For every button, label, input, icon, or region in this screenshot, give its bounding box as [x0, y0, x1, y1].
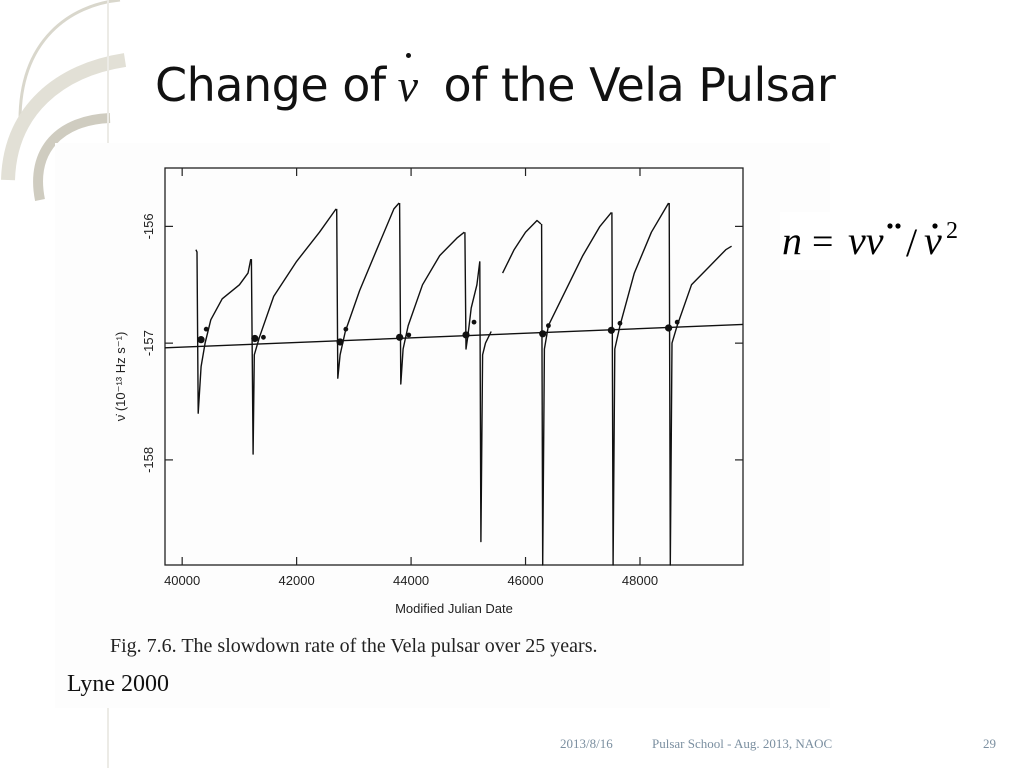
x-tick-label: 44000: [393, 573, 429, 588]
scanned-figure: 40000 42000 44000 46000 48000 -156 -157 -158 Mod…: [55, 143, 830, 708]
data-point: [197, 336, 205, 344]
title-prefix: Change of: [155, 58, 386, 112]
footer-event: Pulsar School - Aug. 2013, NAOC: [652, 736, 833, 751]
svg-text:2: 2: [946, 218, 958, 244]
glitch-recovery-curve: [195, 249, 252, 414]
y-tick-label: -156: [141, 213, 156, 239]
data-point: [251, 334, 259, 343]
data-point: [406, 332, 412, 338]
svg-text:ν: ν: [924, 218, 942, 263]
x-tick-label: 42000: [279, 573, 315, 588]
data-point: [336, 338, 344, 346]
data-point: [617, 320, 623, 326]
data-point: [203, 326, 209, 332]
data-point: [396, 333, 404, 341]
nu-dot-symbol: ν: [397, 53, 418, 111]
footer-page-number: 29: [983, 736, 996, 751]
data-point: [343, 326, 349, 332]
title-suffix: of the Vela Pulsar: [443, 58, 836, 112]
data-point: [462, 331, 470, 339]
y-tick-label: -157: [141, 330, 156, 356]
plot-frame: [164, 167, 744, 566]
glitch-recovery-curve: [479, 261, 492, 543]
svg-text:/: /: [906, 220, 918, 265]
slide-title: Change of ν of the Vela Pulsar: [155, 53, 836, 128]
glitch-recovery-curve: [501, 219, 542, 274]
x-tick-label: 40000: [164, 573, 200, 588]
vela-spindown-chart: 40000 42000 44000 46000 48000 -156 -157 -158 Mod…: [113, 167, 744, 616]
data-point: [539, 330, 547, 338]
figure-caption: Fig. 7.6. The slowdown rate of the Vela …: [110, 635, 598, 657]
glitch-recovery-curve: [250, 208, 337, 455]
glitch-recovery-curve: [540, 211, 612, 566]
glitch-recovery-curve: [668, 202, 732, 566]
data-point: [607, 326, 615, 334]
trend-line: [164, 323, 744, 349]
glitch-recovery-curve: [336, 202, 400, 379]
data-point: [665, 324, 673, 332]
y-axis-label: ν̇ (10⁻¹³ Hz s⁻¹): [113, 332, 128, 422]
x-tick-label: 46000: [507, 573, 543, 588]
data-point: [546, 323, 551, 329]
x-tick-label: 48000: [622, 573, 658, 588]
x-axis-label: Modified Julian Date: [395, 601, 513, 616]
glitch-recovery-curve: [611, 202, 670, 566]
data-point: [261, 334, 266, 340]
footer-date: 2013/8/16: [560, 736, 613, 751]
glitch-recovery-curve: [398, 202, 465, 385]
svg-text:νν: νν: [848, 218, 884, 263]
data-point: [674, 319, 680, 325]
formula-text: n: [782, 218, 802, 263]
credit-label: Lyne 2000: [67, 671, 169, 697]
glitch-recovery-curve: [464, 232, 481, 350]
data-point: [471, 319, 477, 325]
braking-index-formula: n = νν / ν 2: [780, 212, 990, 270]
svg-text:=: =: [812, 221, 833, 263]
y-tick-label: -158: [141, 447, 156, 473]
